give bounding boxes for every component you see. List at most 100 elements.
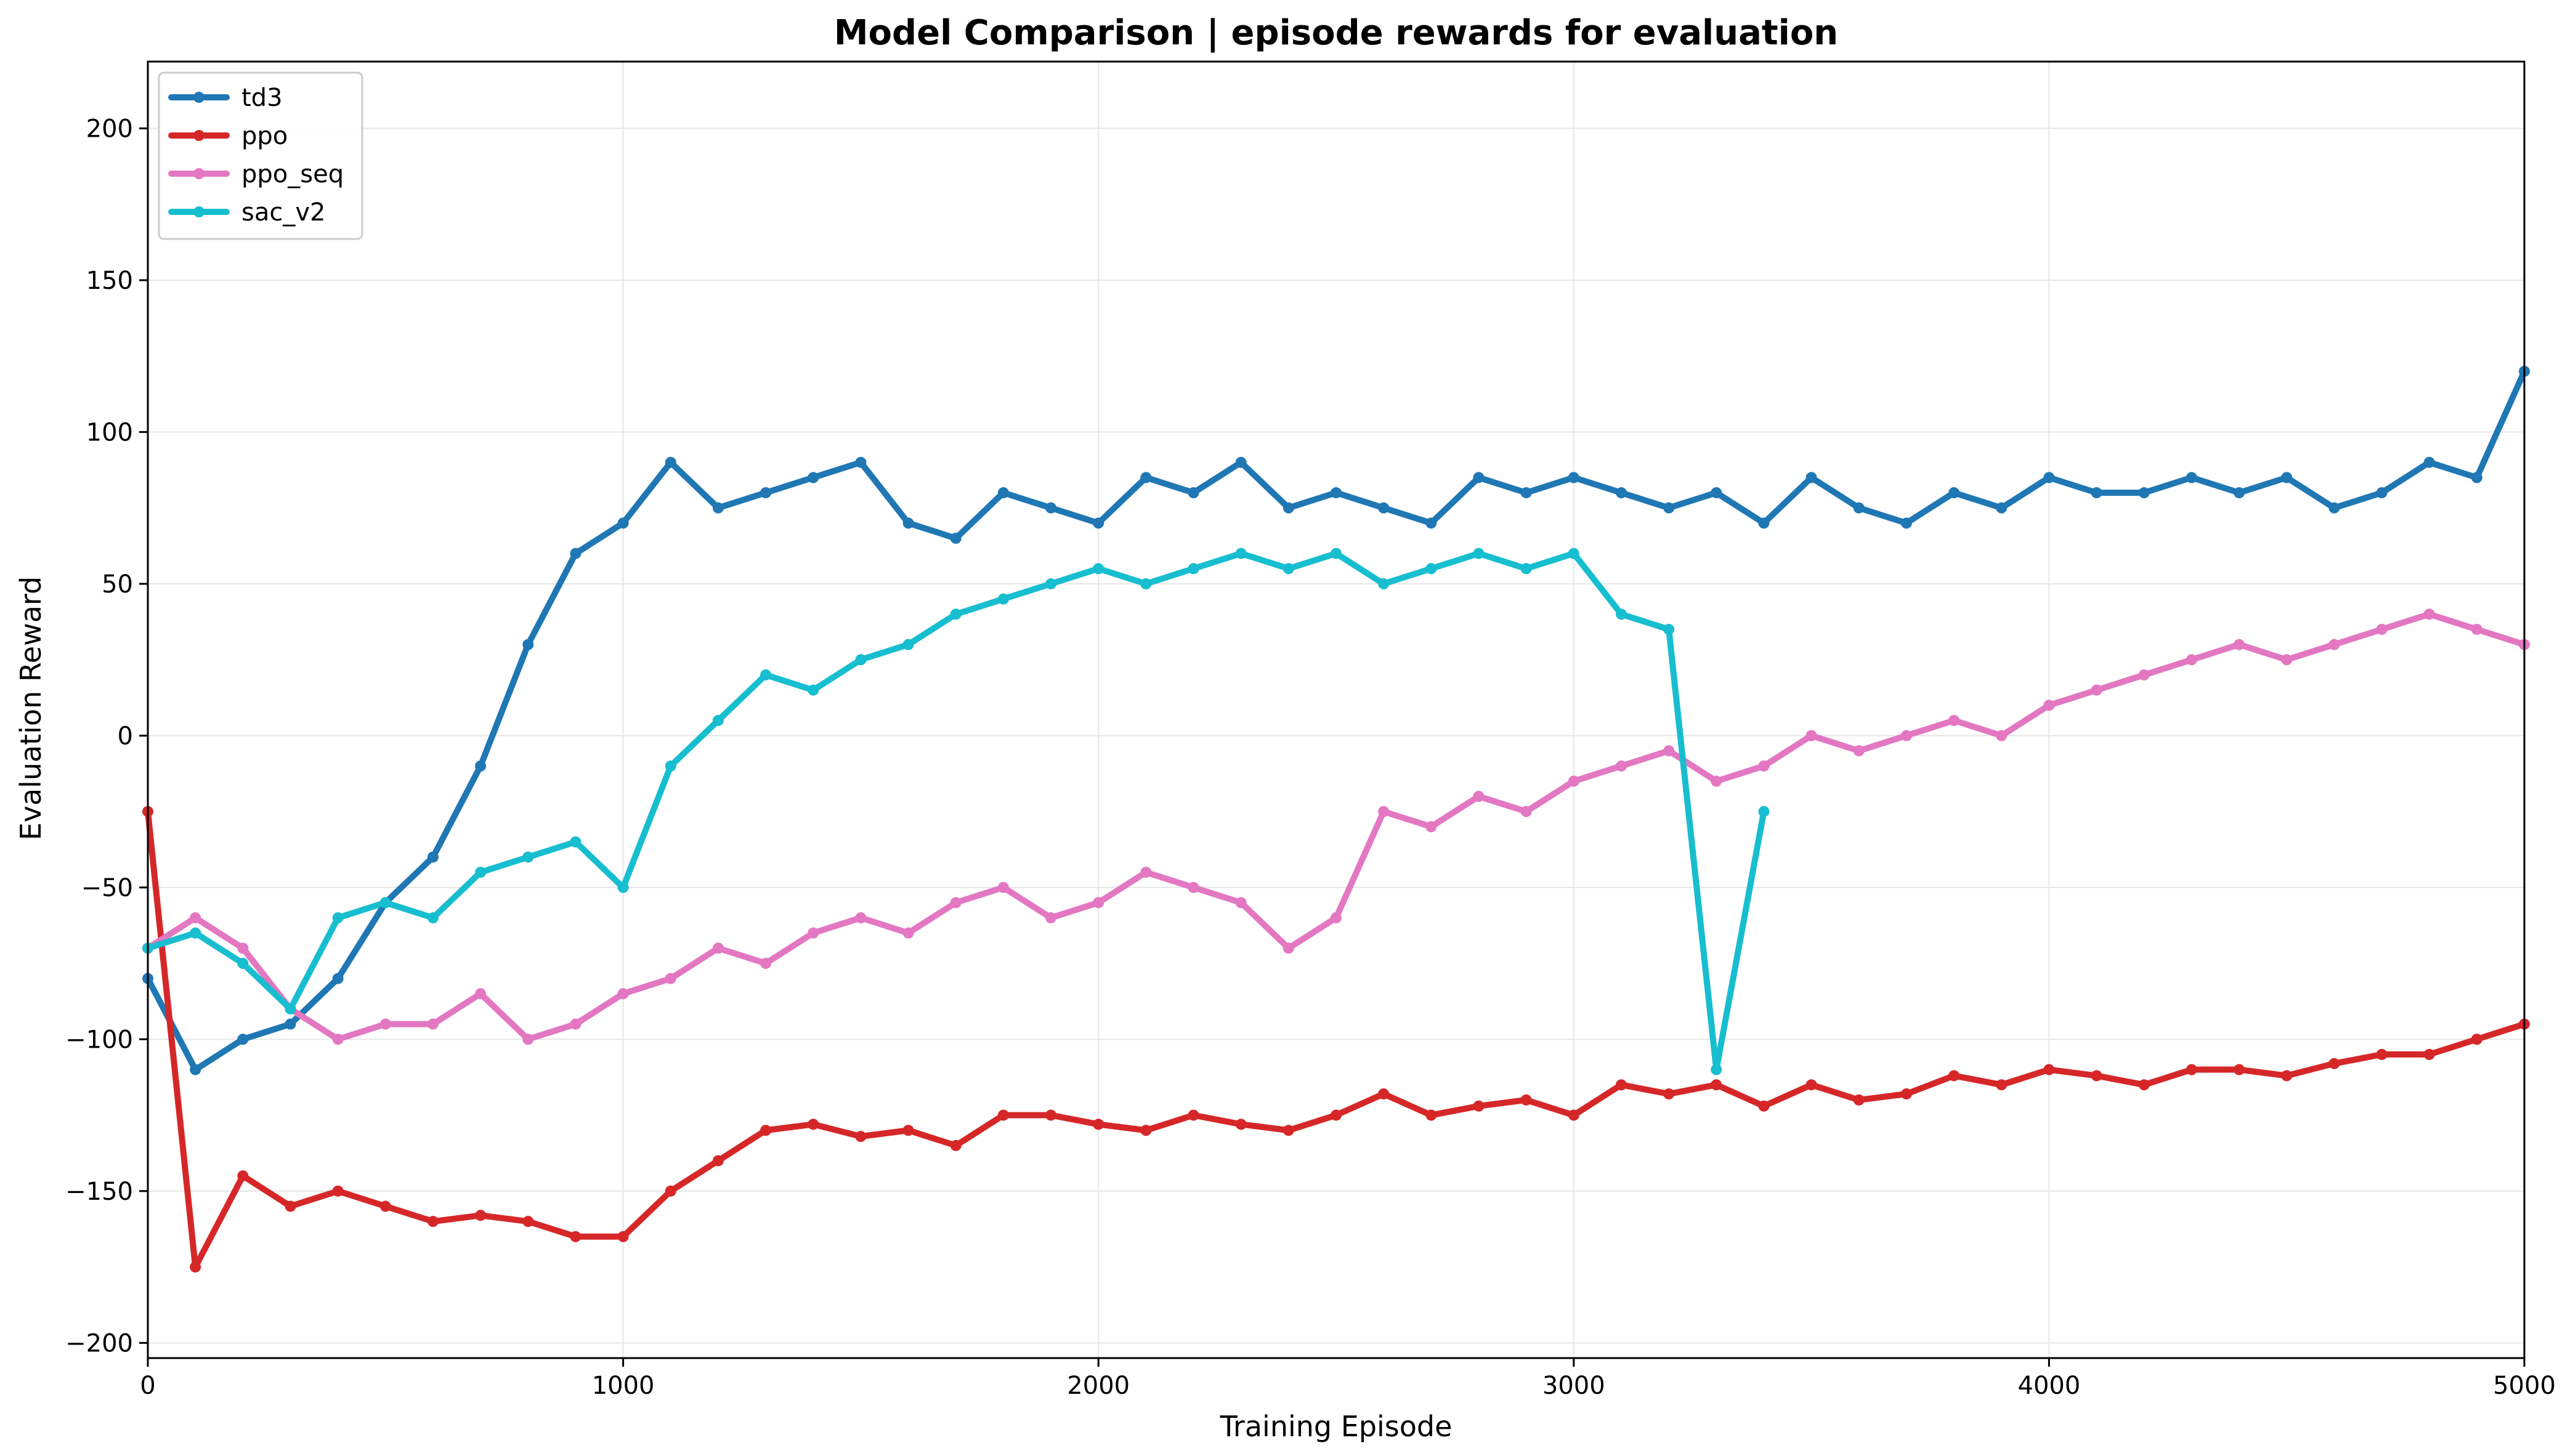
x-tick-label: 3000 (1542, 1372, 1605, 1400)
data-point-ppo (617, 1231, 629, 1242)
data-point-sac_v2 (1188, 563, 1199, 575)
data-point-ppo_seq (570, 1018, 581, 1030)
data-point-td3 (808, 472, 819, 483)
data-point-ppo_seq (1996, 730, 2008, 742)
data-point-td3 (950, 532, 962, 544)
data-point-ppo (1568, 1109, 1579, 1121)
data-point-ppo (522, 1216, 534, 1227)
legend: td3 ppo ppo_seq sac_v2 (158, 71, 363, 240)
x-axis-label: Training Episode (1220, 1410, 1453, 1443)
data-point-sac_v2 (427, 912, 439, 924)
data-point-ppo_seq (2138, 669, 2150, 681)
data-point-td3 (760, 487, 772, 499)
data-point-ppo (190, 1261, 201, 1273)
data-point-ppo_seq (1853, 745, 1865, 757)
legend-item-ppo: ppo (168, 122, 288, 150)
legend-box (158, 71, 363, 240)
y-tick-label: 50 (102, 570, 133, 599)
data-point-ppo_seq (2281, 654, 2293, 666)
legend-marker (193, 130, 205, 141)
data-point-ppo (2186, 1064, 2197, 1075)
data-point-sac_v2 (1140, 578, 1152, 589)
data-point-ppo (997, 1109, 1009, 1121)
y-tick-label: −100 (65, 1025, 133, 1054)
series-ppo (142, 806, 2530, 1273)
data-point-sac_v2 (522, 851, 534, 863)
data-point-ppo_seq (2423, 609, 2435, 620)
legend-marker (193, 168, 205, 179)
data-point-ppo_seq (522, 1033, 534, 1045)
data-point-td3 (2234, 487, 2245, 499)
data-point-td3 (2328, 502, 2340, 514)
legend-marker (193, 92, 205, 103)
data-point-ppo (902, 1125, 914, 1136)
data-point-td3 (190, 1064, 201, 1075)
data-point-ppo_seq (1473, 790, 1485, 802)
data-point-ppo (2091, 1070, 2102, 1082)
data-point-ppo (808, 1118, 819, 1130)
data-point-sac_v2 (617, 881, 629, 893)
data-point-td3 (1615, 487, 1627, 499)
data-point-ppo_seq (1188, 881, 1199, 893)
data-point-sac_v2 (760, 669, 772, 681)
data-point-ppo_seq (1711, 775, 1722, 787)
data-point-sac_v2 (1331, 548, 1342, 559)
data-point-sac_v2 (1282, 563, 1294, 575)
data-point-ppo_seq (997, 881, 1009, 893)
x-tick-label: 5000 (2493, 1372, 2556, 1400)
data-point-td3 (1568, 472, 1579, 483)
data-point-ppo_seq (760, 958, 772, 969)
data-point-ppo (950, 1139, 962, 1151)
data-point-ppo_seq (2234, 639, 2245, 650)
data-point-ppo (2328, 1058, 2340, 1069)
data-point-ppo (2423, 1049, 2435, 1061)
data-point-td3 (855, 456, 867, 468)
data-point-sac_v2 (1473, 548, 1485, 559)
data-point-sac_v2 (997, 593, 1009, 605)
data-point-td3 (1282, 502, 1294, 514)
data-point-ppo_seq (1331, 912, 1342, 924)
data-point-td3 (285, 1018, 296, 1030)
data-point-ppo_seq (1140, 867, 1152, 878)
data-point-sac_v2 (1568, 548, 1579, 559)
data-point-ppo (1378, 1088, 1390, 1100)
data-point-ppo_seq (475, 988, 487, 1000)
data-point-ppo (285, 1200, 296, 1212)
data-point-sac_v2 (475, 867, 487, 878)
data-point-sac_v2 (1378, 578, 1390, 589)
data-point-ppo (1188, 1109, 1199, 1121)
legend-item-sac_v2: sac_v2 (168, 198, 325, 227)
data-point-ppo (1663, 1088, 1675, 1100)
legend-label: ppo_seq (241, 160, 344, 188)
data-point-sac_v2 (1711, 1064, 1722, 1075)
data-point-ppo (1805, 1079, 1817, 1091)
legend-marker (193, 206, 205, 217)
y-tick-label: 200 (86, 115, 133, 143)
data-point-td3 (1093, 517, 1104, 529)
legend-label: td3 (241, 84, 283, 112)
x-tick-label: 2000 (1067, 1372, 1130, 1400)
legend-item-ppo_seq: ppo_seq (168, 160, 344, 188)
data-point-td3 (1900, 517, 1912, 529)
x-tick-label: 4000 (2018, 1372, 2081, 1400)
data-point-ppo_seq (1282, 942, 1294, 954)
data-point-ppo_seq (379, 1018, 391, 1030)
data-point-td3 (2423, 456, 2435, 468)
data-point-ppo (237, 1170, 249, 1182)
data-point-td3 (1045, 502, 1057, 514)
data-point-ppo (2138, 1079, 2150, 1091)
data-point-ppo_seq (808, 927, 819, 939)
data-point-ppo_seq (332, 1033, 344, 1045)
data-point-td3 (1378, 502, 1390, 514)
data-point-ppo (379, 1200, 391, 1212)
data-point-td3 (1473, 472, 1485, 483)
data-point-ppo (1615, 1079, 1627, 1091)
data-point-ppo_seq (1805, 730, 1817, 742)
data-point-td3 (1235, 456, 1247, 468)
data-point-ppo_seq (1758, 760, 1770, 772)
data-point-sac_v2 (902, 639, 914, 650)
series-ppo_seq (142, 609, 2530, 1045)
data-point-ppo (1473, 1100, 1485, 1112)
data-point-sac_v2 (1615, 609, 1627, 620)
